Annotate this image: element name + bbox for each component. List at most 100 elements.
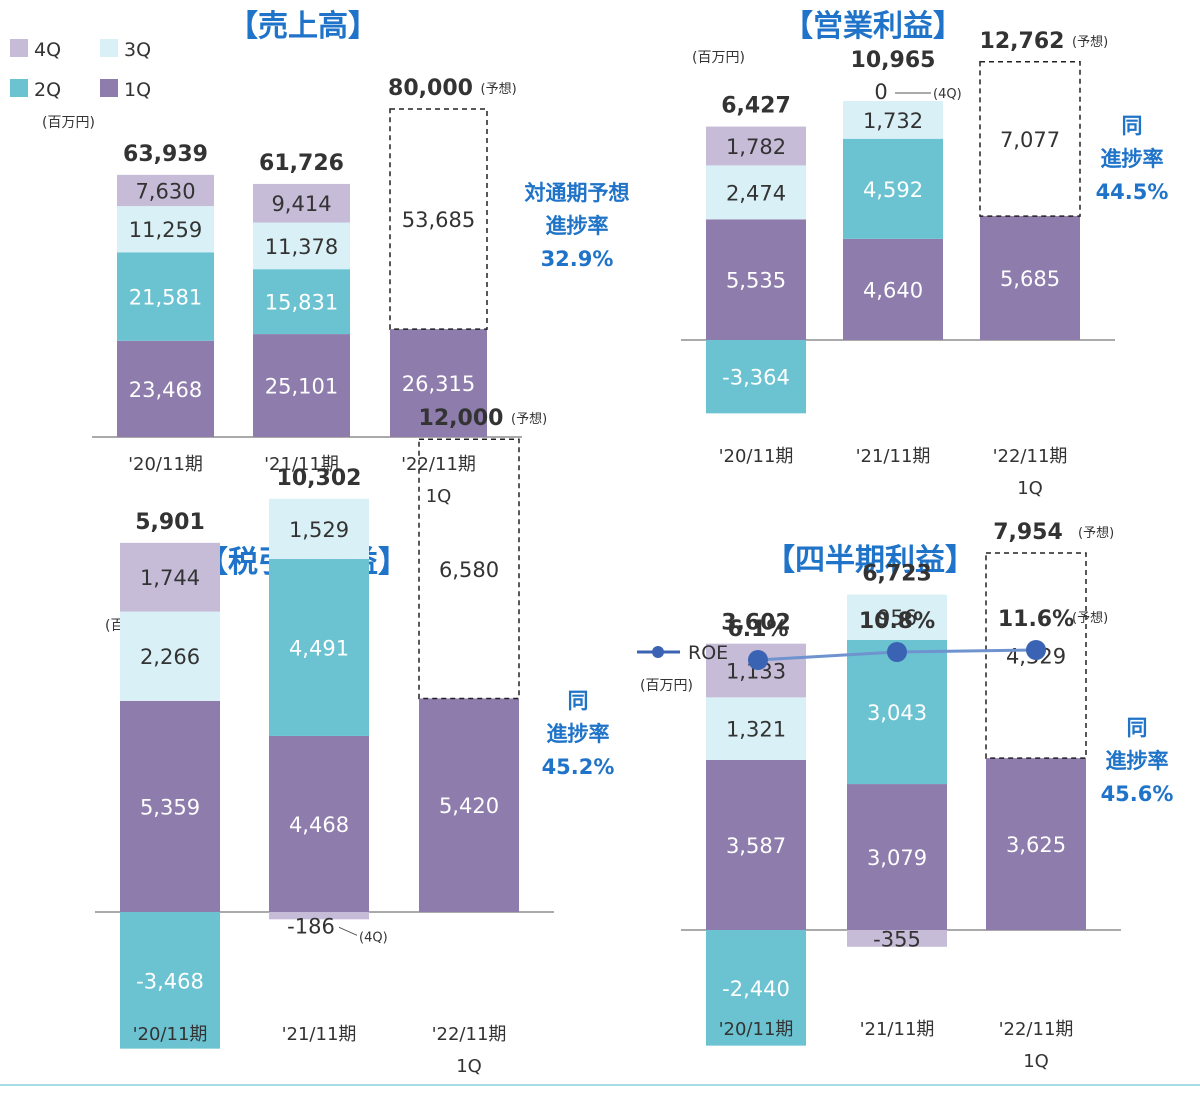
bar-segment-1q: [117, 340, 214, 437]
bar-segment-2q: [120, 912, 220, 1049]
bar-segment-1q: [253, 334, 350, 437]
forecast-tag: (予想): [1072, 34, 1108, 50]
sales-chart: 【売上高】 (百万円) 23,468 21,581 11,259 7,630 63,939 '…: [42, 9, 630, 507]
unit-label: (百万円): [640, 678, 693, 694]
legend-label: 1Q: [124, 79, 151, 101]
bar-segment-2q: [269, 559, 369, 736]
bar-segment-4q: [847, 930, 947, 947]
bar-segment-2q: [706, 930, 806, 1046]
bar-value-label: 2,474: [726, 181, 786, 205]
bar-value-label: 21,581: [129, 286, 202, 310]
bar-segment-3q: [847, 594, 947, 640]
bar-segment-1q: [390, 329, 487, 437]
bar-value-label: 3,079: [867, 846, 927, 870]
x-axis-label: '22/11期: [432, 1024, 507, 1045]
roe-point: [1026, 640, 1046, 660]
bar-total-label: 63,939: [123, 142, 208, 167]
forecast-remaining-box: [418, 438, 520, 700]
bar-value-label: 1,744: [140, 566, 200, 590]
bar-total-label: 5,901: [135, 510, 205, 535]
bar-segment-2q: [706, 340, 806, 414]
quarterly-profit-chart: 【四半期利益】(百万円)3,587-2,4401,3211,1333,602'2…: [637, 520, 1173, 1072]
progress-rate-text: 進捗率: [1101, 147, 1164, 171]
unit-label: (百万円): [692, 50, 745, 66]
quarter-note: (4Q): [933, 87, 962, 102]
bar-value-label: 4,491: [289, 636, 349, 660]
bar-value-label: 7,630: [135, 179, 195, 203]
bar-segment-3q: [253, 222, 350, 270]
x-axis-label: 1Q: [1017, 478, 1043, 499]
bar-segment-1q: [706, 219, 806, 340]
x-axis-label: '20/11期: [719, 1019, 794, 1040]
progress-rate-text: 32.9%: [541, 247, 614, 271]
progress-rate-text: 同: [568, 689, 589, 713]
bar-total-label: 10,302: [277, 466, 362, 491]
roe-point: [887, 642, 907, 662]
legend-label: 4Q: [34, 39, 61, 61]
legend-swatch: [100, 79, 118, 97]
forecast-remaining-value: 7,077: [1000, 128, 1060, 152]
bar-value-label: 3,043: [867, 701, 927, 725]
bar-value-label: 1,782: [726, 135, 786, 159]
bar-segment-4q: [269, 912, 369, 920]
roe-value-label: 10.8%: [859, 609, 935, 634]
x-axis-label: '21/11期: [856, 446, 931, 467]
bar-total-label: 6,427: [721, 94, 791, 119]
legend-swatch: [100, 39, 118, 57]
roe-legend-marker: [652, 646, 664, 658]
bar-value-label: -3,468: [136, 969, 204, 993]
bar-value-label: 11,378: [265, 235, 338, 259]
x-axis-label: '21/11期: [860, 1019, 935, 1040]
legend-swatch: [10, 39, 28, 57]
operating-profit-chart: 【営業利益】 (百万円) 5,535 -3,364 2,474 1,782 6,427 '20…: [681, 9, 1168, 499]
roe-value-label: 6.1%: [727, 617, 788, 642]
x-axis-label: 1Q: [426, 486, 452, 507]
progress-rate-text: 44.5%: [1096, 180, 1169, 204]
forecast-remaining-box: [979, 61, 1081, 217]
bar-segment-4q: [706, 126, 806, 166]
progress-rate-text: 45.6%: [1101, 782, 1174, 806]
roe-point: [748, 650, 768, 670]
roe-legend-label: ROE: [688, 642, 728, 664]
bar-value-label: 26,315: [402, 372, 475, 396]
bar-value-label: 15,831: [265, 291, 338, 315]
bar-segment-2q: [117, 252, 214, 341]
roe-forecast-tag: (予想): [1072, 610, 1108, 626]
x-axis-label: '21/11期: [264, 454, 339, 475]
bar-segment-2q: [843, 138, 943, 239]
x-axis-label: '20/11期: [133, 1024, 208, 1045]
bar-segment-3q: [269, 498, 369, 560]
forecast-remaining-box: [985, 552, 1087, 759]
unit-label: (百万円): [42, 115, 95, 131]
bar-value-label: 25,101: [265, 375, 338, 399]
bar-segment-1q: [120, 700, 220, 912]
bar-segment-1q: [847, 784, 947, 930]
progress-rate-text: 同: [1122, 114, 1143, 138]
bar-value-label: -3,364: [722, 366, 790, 390]
legend-label: 2Q: [34, 79, 61, 101]
bar-segment-2q: [847, 639, 947, 785]
bar-value-label: -2,440: [722, 977, 790, 1001]
zero-value-label: 0: [874, 80, 887, 104]
forecast-tag: (予想): [1078, 525, 1114, 541]
bar-value-label: -355: [873, 927, 921, 951]
bar-value-label: 23,468: [129, 378, 202, 402]
x-axis-label: '21/11期: [282, 1024, 357, 1045]
x-axis-label: '20/11期: [719, 446, 794, 467]
bar-total-label: 80,000: [388, 76, 473, 101]
bar-segment-3q: [117, 206, 214, 253]
bar-segment-3q: [706, 165, 806, 220]
bar-value-label: 11,259: [129, 218, 202, 242]
bar-value-label: 9,414: [271, 192, 331, 216]
bar-value-label: 5,535: [726, 269, 786, 293]
bar-segment-4q: [117, 174, 214, 207]
bar-segment-1q: [419, 698, 519, 912]
x-axis-label: '20/11期: [128, 454, 203, 475]
bar-segment-1q: [269, 735, 369, 912]
chart-title: 【四半期利益】: [765, 543, 975, 578]
x-axis-label: 1Q: [1023, 1051, 1049, 1072]
bar-segment-3q: [706, 697, 806, 760]
progress-rate-text: 対通期予想: [525, 181, 630, 205]
bar-total-label: 6,723: [862, 562, 932, 587]
